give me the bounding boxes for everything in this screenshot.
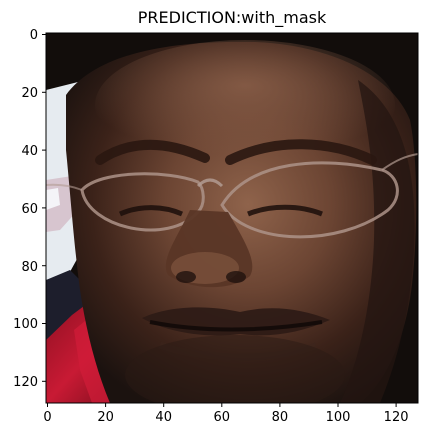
y-tick-label-120: 120: [13, 375, 38, 390]
x-tick-label-60: 60: [214, 410, 231, 425]
x-axis: 0 20 40 60 80 100 120: [43, 403, 409, 425]
y-tick-label-100: 100: [13, 317, 38, 332]
y-axis: 0 20 40 60 80 100 120: [13, 28, 46, 390]
y-tick-label-0: 0: [30, 28, 38, 43]
y-tick-label-40: 40: [21, 144, 38, 159]
x-tick-label-80: 80: [272, 410, 289, 425]
y-tick-label-20: 20: [21, 86, 38, 101]
y-tick-label-80: 80: [21, 260, 38, 275]
x-tick-label-120: 120: [384, 410, 409, 425]
y-tick-label-60: 60: [21, 202, 38, 217]
x-tick-label-100: 100: [326, 410, 351, 425]
axes-frame: [45, 32, 419, 404]
x-tick-label-40: 40: [155, 410, 172, 425]
plot-title: PREDICTION:with_mask: [137, 8, 327, 27]
x-tick-label-20: 20: [97, 410, 114, 425]
x-tick-label-0: 0: [43, 410, 51, 425]
face-image: [46, 33, 418, 403]
